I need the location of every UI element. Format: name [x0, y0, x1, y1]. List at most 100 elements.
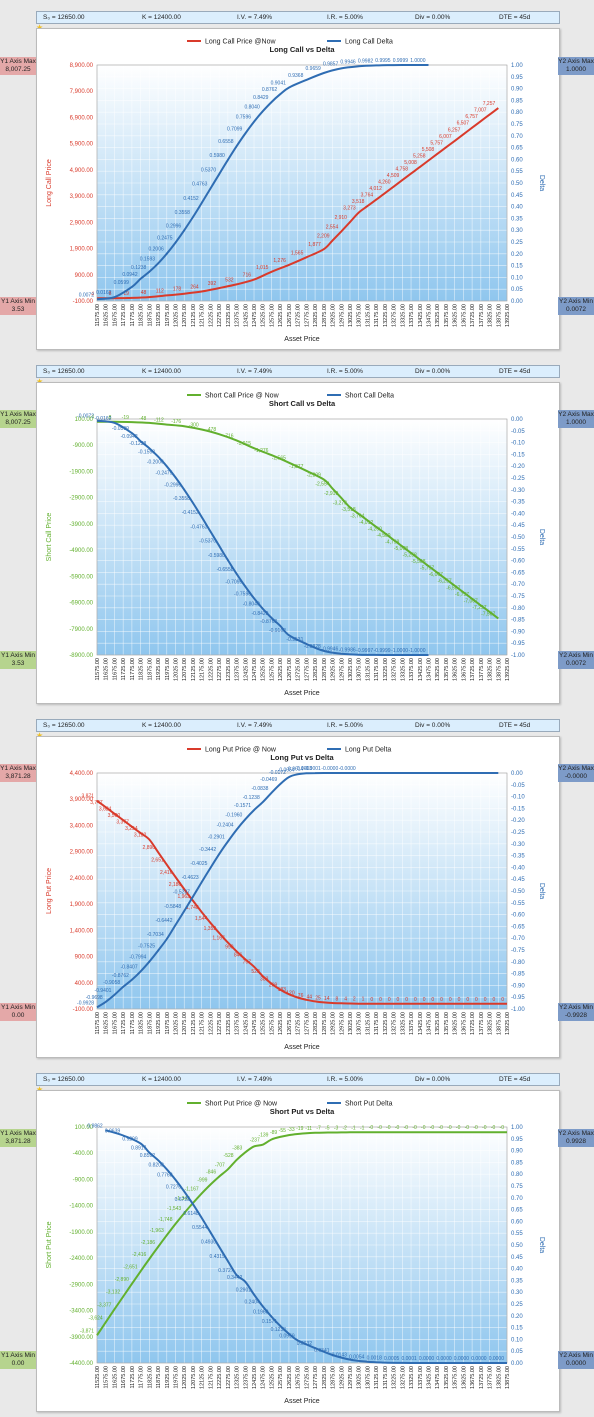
y2-tick-label: 0.60 [511, 1219, 523, 1225]
x-tick-label: 12175.00 [200, 658, 206, 681]
x-tick-label: 12725.00 [304, 1366, 310, 1389]
x-tick-label: 13225.00 [392, 1366, 398, 1389]
y2-tick-label: -0.45 [511, 523, 525, 529]
data-label: 19 [123, 291, 129, 297]
x-tick-label: 13925.00 [505, 1012, 511, 1035]
data-label: 0.9639 [105, 1129, 121, 1135]
y2-tick-label: -0.95 [511, 995, 525, 1001]
data-label: 3,377 [116, 820, 129, 826]
y2-tick-label: -0.40 [511, 511, 525, 517]
data-label: -0.3558 [173, 496, 190, 502]
param-iv: I.V. = 7.49% [237, 368, 272, 375]
chart-card: -4400.00 -3900.00 -3400.00 -2900.00 -2400.00… [36, 1090, 560, 1412]
y2-axis-label: Delta [538, 529, 545, 545]
data-label: 0.0000 [436, 1356, 452, 1362]
data-label: 1,544 [195, 916, 208, 922]
param-strike: K = 12400.00 [142, 368, 181, 375]
x-tick-label: 11625.00 [104, 1012, 110, 1035]
data-label: 4 [344, 997, 347, 1003]
data-label: 264 [190, 284, 199, 290]
data-label: 6,257 [448, 127, 461, 133]
y1-tick-label: -1400.00 [69, 1204, 93, 1210]
y2-tick-label: -0.25 [511, 830, 525, 836]
legend-label: Long Call Delta [345, 39, 393, 46]
x-tick-label: 11875.00 [147, 1012, 153, 1035]
data-label: 0 [501, 997, 504, 1003]
panel-short-put: S₀ = 12650.00 K = 12400.00 I.V. = 7.49% … [0, 1062, 594, 1416]
chart-title: Long Put vs Delta [270, 753, 334, 762]
data-label: -0.8429 [251, 611, 268, 617]
x-tick-label: 12475.00 [252, 1012, 258, 1035]
data-label: 0 [405, 997, 408, 1003]
y2-tick-label: 0.45 [511, 193, 523, 199]
data-label: -0.2901 [208, 834, 225, 840]
x-tick-label: 12725.00 [296, 1012, 302, 1035]
data-label: -0.6558 [217, 567, 234, 573]
x-tick-label: 12025.00 [174, 304, 180, 327]
data-label: -0.2404 [217, 823, 234, 829]
data-label: -0.0003 [295, 766, 312, 772]
data-label: -1,748 [158, 1217, 172, 1223]
x-tick-label: 12475.00 [261, 1366, 267, 1389]
x-tick-label: 12125.00 [191, 304, 197, 327]
x-tick-label: 13675.00 [461, 304, 467, 327]
data-label: -19 [122, 415, 129, 421]
y1-tick-label: -3900.00 [69, 522, 93, 528]
data-label: 0.3442 [227, 1275, 243, 1281]
data-label: 2,890 [143, 845, 156, 851]
y2-tick-label: 0.00 [511, 417, 523, 423]
x-tick-label: 13525.00 [444, 1366, 450, 1389]
data-label: 0.8762 [262, 87, 278, 93]
data-label: -0.8762 [112, 973, 129, 979]
data-label: -0.8040 [243, 602, 260, 608]
params-bar: S₀ = 12650.00 K = 12400.00 I.V. = 7.49% … [36, 365, 560, 378]
data-label: 0.6148 [183, 1211, 199, 1217]
panel-long-call: S₀ = 12650.00 K = 12400.00 I.V. = 7.49% … [0, 0, 594, 354]
x-tick-label: 12825.00 [313, 304, 319, 327]
data-label: 7,257 [483, 101, 496, 107]
y2-tick-label: 0.55 [511, 169, 523, 175]
y2-tick-label: -0.40 [511, 865, 525, 871]
x-tick-label: 11675.00 [121, 1366, 127, 1389]
data-label: -2,209 [307, 473, 321, 479]
x-tick-label: 12375.00 [235, 304, 241, 327]
y1-tick-label: -900.00 [73, 1177, 94, 1183]
x-tick-label: 11675.00 [112, 1012, 118, 1035]
x-tick-label: 13025.00 [348, 658, 354, 681]
y1-tick-label: -2400.00 [69, 1256, 93, 1262]
param-spot: S₀ = 12650.00 [43, 368, 85, 375]
legend-label: Long Call Price @Now [205, 39, 276, 46]
data-label: 999 [225, 944, 234, 950]
x-tick-label: 11975.00 [165, 304, 171, 327]
data-label: 0.9982 [358, 58, 374, 64]
plot-border [96, 64, 508, 302]
x-tick-label: 11675.00 [112, 658, 118, 681]
data-label: -6,757 [455, 592, 469, 598]
data-label: 120 [286, 990, 295, 996]
data-label: -0.7994 [129, 955, 146, 961]
x-tick-label: 12775.00 [304, 1012, 310, 1035]
data-label: -0.8407 [121, 964, 138, 970]
data-label: -2,554 [315, 482, 329, 488]
y2-tick-label: 0.25 [511, 1302, 523, 1308]
legend-label: Short Call Price @ Now [205, 393, 280, 400]
x-tick-label: 12425.00 [252, 1366, 258, 1389]
y2-tick-label: -0.15 [511, 806, 525, 812]
x-tick-label: 12875.00 [331, 1366, 337, 1389]
y2-tick-label: 1.00 [511, 63, 523, 69]
series-line [96, 419, 429, 656]
y2-tick-label: -0.10 [511, 795, 525, 801]
x-tick-label: 11725.00 [121, 658, 127, 681]
data-label: -112 [154, 418, 164, 424]
x-tick-label: 11575.00 [95, 1012, 101, 1035]
y1-tick-label: 7,900.00 [70, 89, 94, 95]
y2-tick-label: 0.85 [511, 1160, 523, 1166]
data-label: -0.9946 [321, 647, 338, 653]
data-label: 716 [243, 273, 252, 279]
y2-tick-label: -0.60 [511, 559, 525, 565]
data-label: -1,167 [184, 1186, 198, 1192]
x-tick-label: 13175.00 [374, 658, 380, 681]
x-tick-label: 12825.00 [313, 658, 319, 681]
data-label: -0.7099 [225, 580, 242, 586]
x-tick-label: 13725.00 [470, 304, 476, 327]
